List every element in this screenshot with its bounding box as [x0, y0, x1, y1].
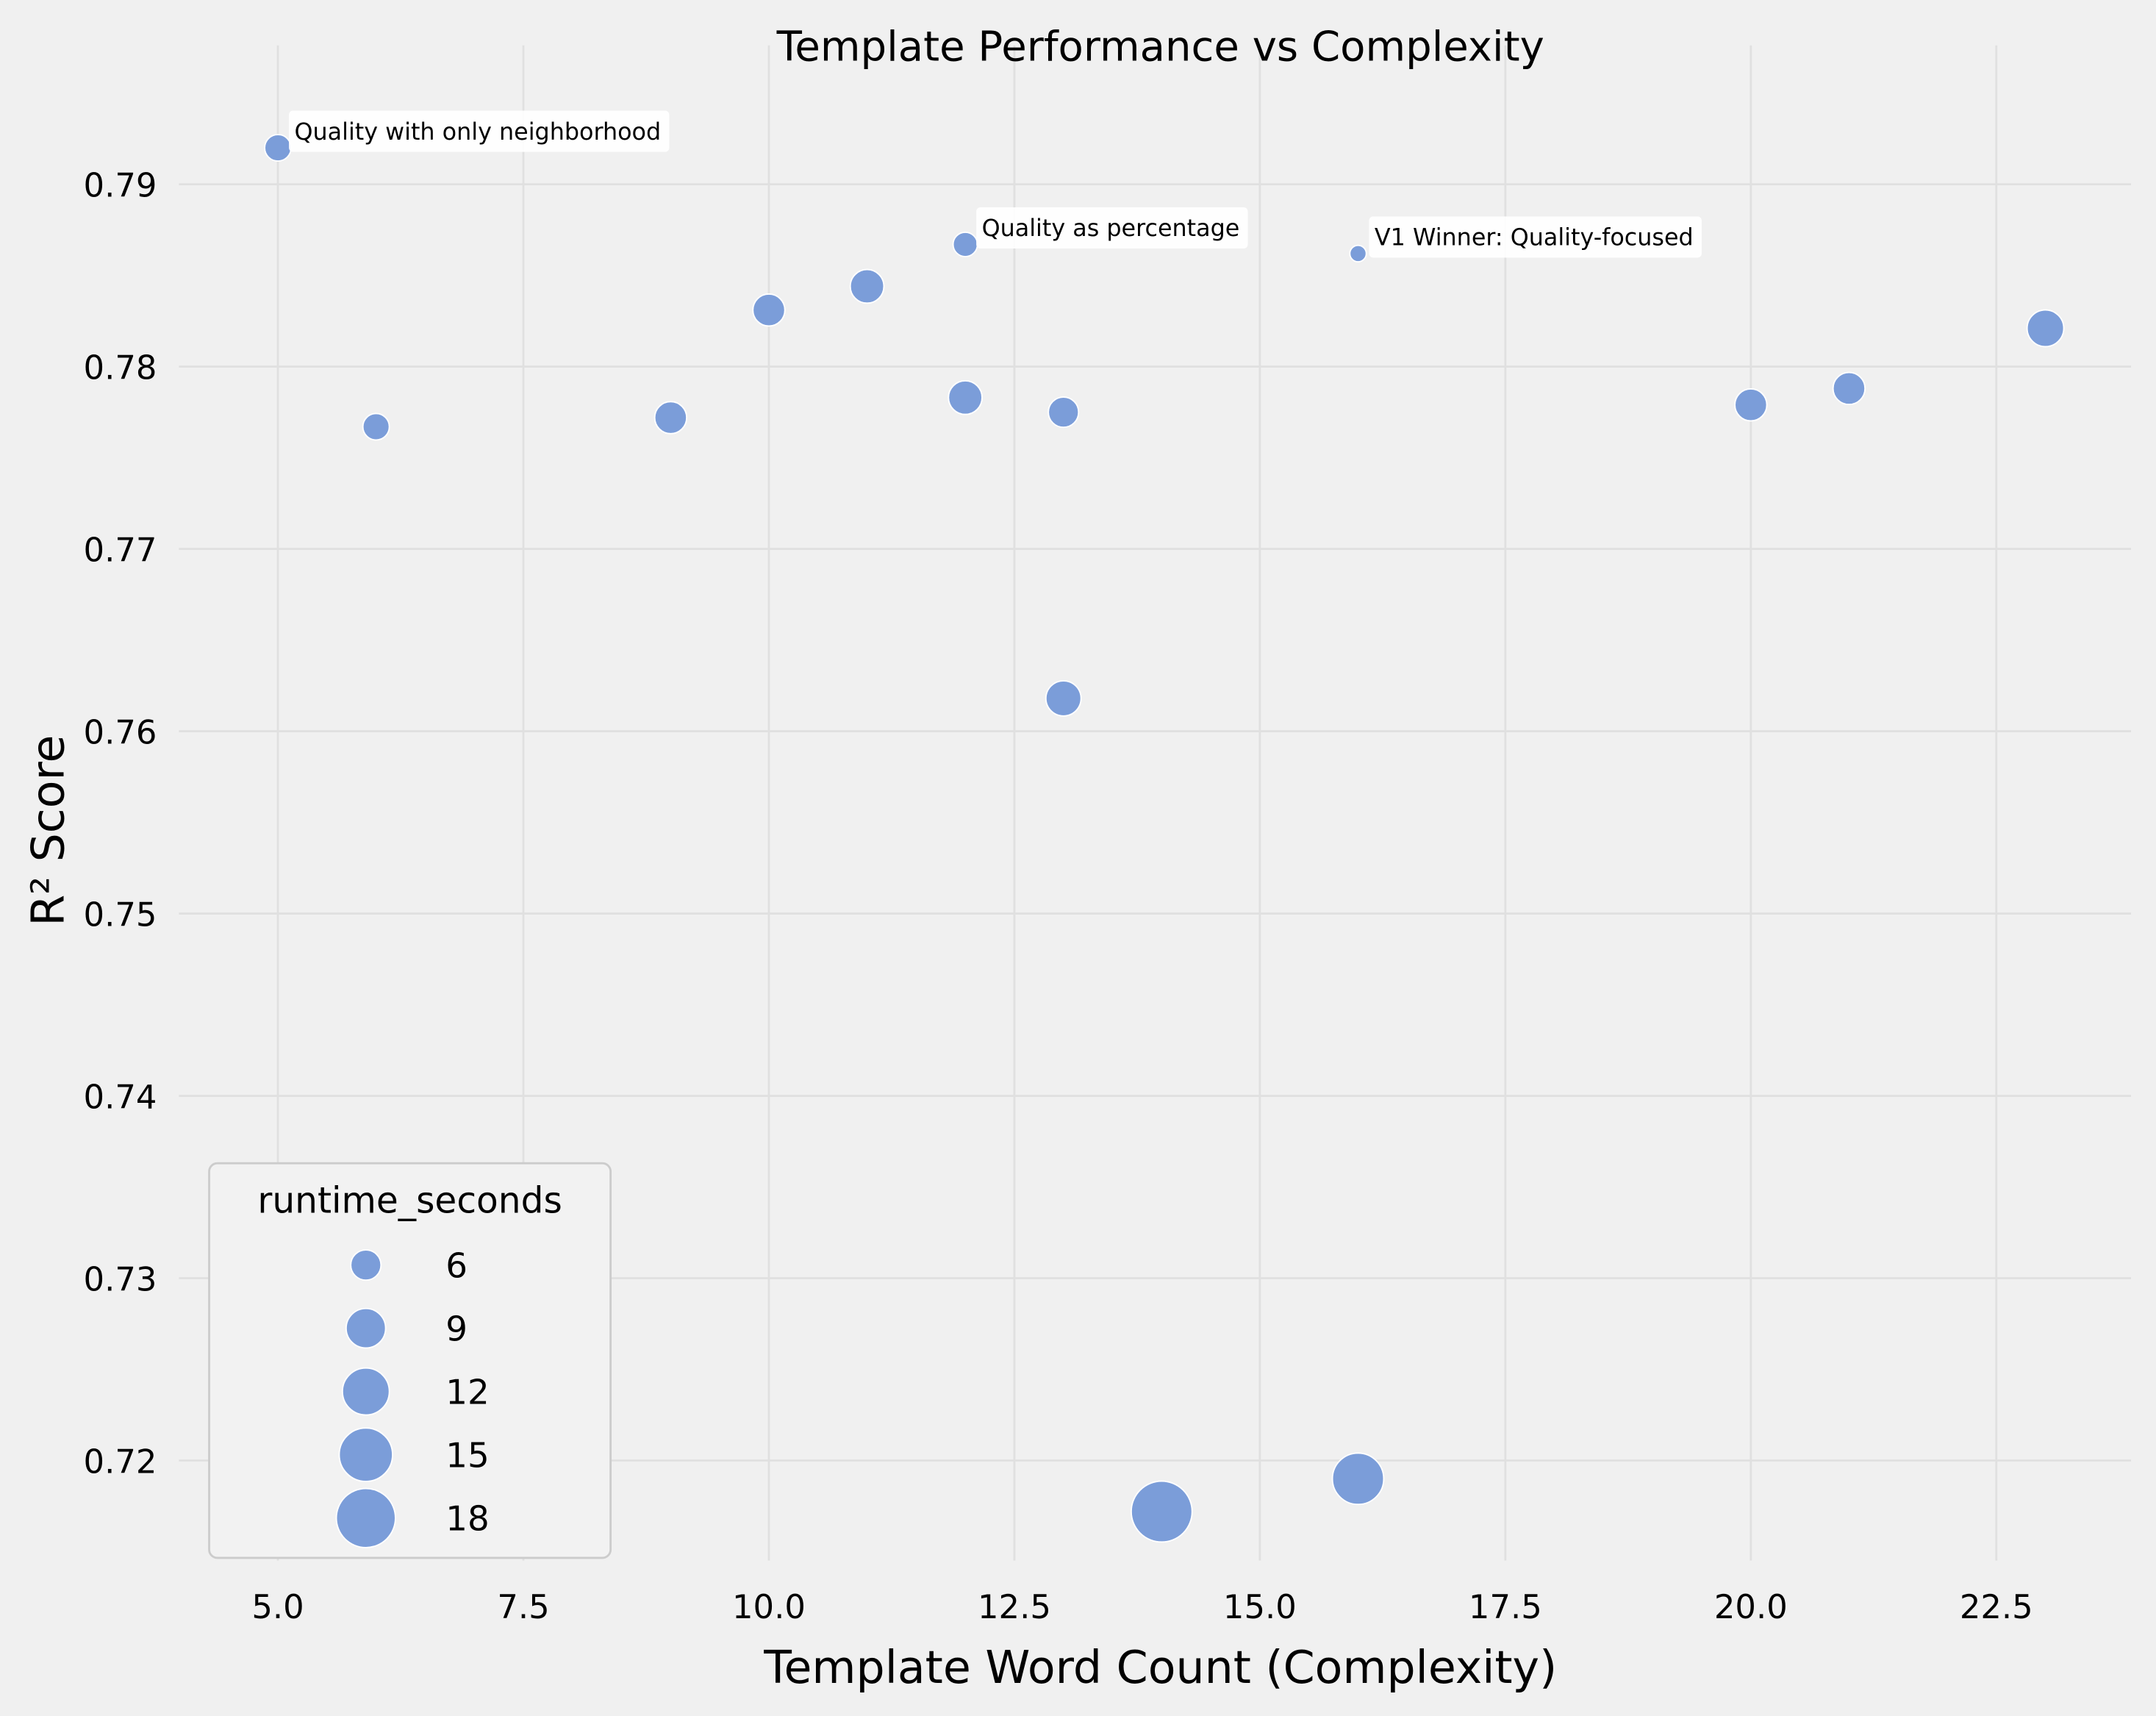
x-tick-label: 17.5 — [1469, 1587, 1542, 1626]
annotations: Quality with only neighborhood Quality as… — [289, 110, 1702, 258]
annotation-box — [289, 110, 670, 152]
annotation: Quality with only neighborhood — [289, 110, 670, 152]
data-point — [952, 231, 978, 257]
annotation-box — [976, 207, 1248, 249]
chart-title: Template Performance vs Complexity — [776, 23, 1544, 71]
legend-title: runtime_seconds — [257, 1181, 562, 1222]
legend-marker — [350, 1249, 382, 1281]
x-tick-label: 10.0 — [732, 1587, 806, 1626]
annotation-label: Quality as percentage — [982, 215, 1240, 242]
x-tick-label: 5.0 — [251, 1587, 304, 1626]
x-axis-label: Template Word Count (Complexity) — [763, 1641, 1557, 1694]
annotation-box — [1369, 216, 1702, 258]
x-tick-label: 22.5 — [1960, 1587, 2033, 1626]
data-point — [1331, 1452, 1385, 1506]
data-point — [1047, 396, 1080, 429]
x-tick-label: 20.0 — [1714, 1587, 1788, 1626]
legend-label: 9 — [445, 1309, 468, 1349]
data-point — [1734, 387, 1768, 422]
data-point — [1130, 1480, 1193, 1543]
data-point — [948, 379, 983, 415]
data-point — [752, 293, 786, 327]
data-point — [849, 268, 885, 304]
legend-marker — [335, 1487, 396, 1548]
legend-label: 18 — [445, 1500, 490, 1540]
legend-marker — [341, 1367, 390, 1416]
legend-frame — [208, 1162, 612, 1559]
annotation: V1 Winner: Quality-focused — [1369, 216, 1702, 258]
legend: runtime_seconds 6 9 12 15 18 — [208, 1162, 612, 1559]
data-point — [653, 401, 688, 435]
annotation: Quality as percentage — [976, 207, 1248, 249]
y-tick-label: 0.77 — [84, 530, 157, 569]
y-tick-label: 0.75 — [84, 895, 157, 934]
data-point — [1045, 680, 1082, 717]
y-tick-label: 0.79 — [84, 165, 157, 204]
x-tick-labels: 5.0 7.5 10.0 12.5 15.0 17.5 20.0 22.5 — [251, 1587, 2033, 1626]
y-tick-label: 0.73 — [84, 1259, 157, 1298]
data-point — [1832, 371, 1866, 406]
annotation-label: V1 Winner: Quality-focused — [1375, 224, 1694, 251]
y-tick-labels: 0.72 0.73 0.74 0.75 0.76 0.77 0.78 0.79 — [84, 165, 157, 1481]
data-points — [264, 134, 2065, 1543]
y-tick-label: 0.74 — [84, 1077, 157, 1116]
y-tick-label: 0.78 — [84, 348, 157, 387]
legend-marker — [338, 1427, 393, 1482]
y-axis-label: R² Score — [21, 735, 74, 926]
annotation-label: Quality with only neighborhood — [294, 118, 661, 146]
legend-label: 6 — [445, 1246, 468, 1286]
y-tick-label: 0.76 — [84, 712, 157, 751]
legend-marker — [345, 1307, 387, 1349]
data-point — [1349, 244, 1367, 262]
x-tick-label: 7.5 — [497, 1587, 549, 1626]
legend-label: 12 — [445, 1373, 490, 1412]
x-tick-label: 12.5 — [978, 1587, 1051, 1626]
data-point — [2026, 309, 2065, 348]
data-point — [362, 412, 390, 441]
x-tick-label: 15.0 — [1223, 1587, 1297, 1626]
legend-label: 15 — [445, 1436, 490, 1476]
y-tick-label: 0.72 — [84, 1442, 157, 1481]
data-point — [264, 134, 292, 162]
